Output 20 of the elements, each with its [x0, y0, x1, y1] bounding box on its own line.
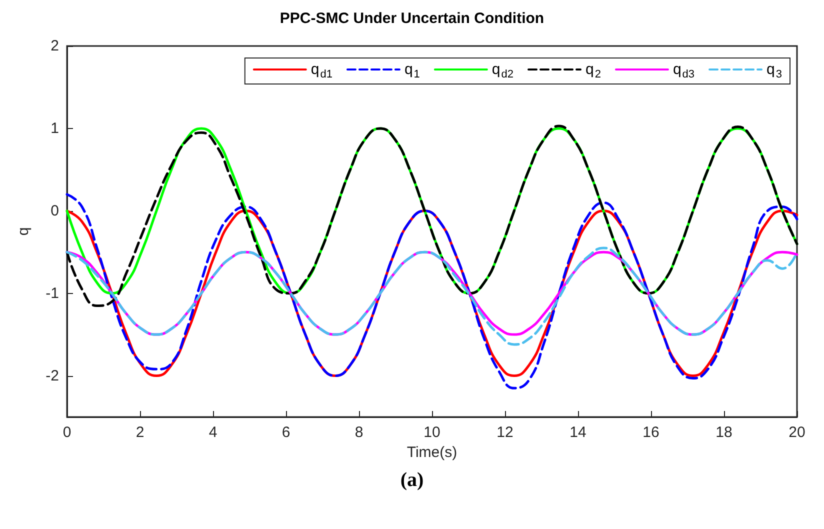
y-tick-label: -2	[46, 367, 59, 384]
x-tick-label: 20	[788, 424, 806, 441]
y-tick-label: 2	[50, 38, 59, 54]
x-tick-label: 0	[62, 424, 72, 441]
text: (a)	[400, 469, 424, 491]
y-axis-title: q	[15, 227, 32, 236]
x-tick-label: 6	[282, 424, 290, 441]
x-tick-label: 12	[496, 424, 514, 441]
chart-title: PPC-SMC Under Uncertain Condition	[280, 10, 544, 27]
x-tick-label: 18	[716, 424, 732, 441]
y-tick-label: -1	[46, 284, 59, 302]
y-tick-label: 1	[50, 120, 59, 137]
x-tick-label: 8	[354, 424, 364, 441]
x-tick-label: 16	[642, 424, 660, 441]
y-tick-label: 0	[50, 202, 59, 220]
x-axis-title: Time(s)	[406, 444, 458, 461]
x-tick-label: 14	[570, 424, 586, 441]
x-tick-label: 2	[136, 424, 144, 441]
x-tick-label: 4	[208, 424, 218, 441]
x-tick-label: 10	[424, 424, 440, 441]
